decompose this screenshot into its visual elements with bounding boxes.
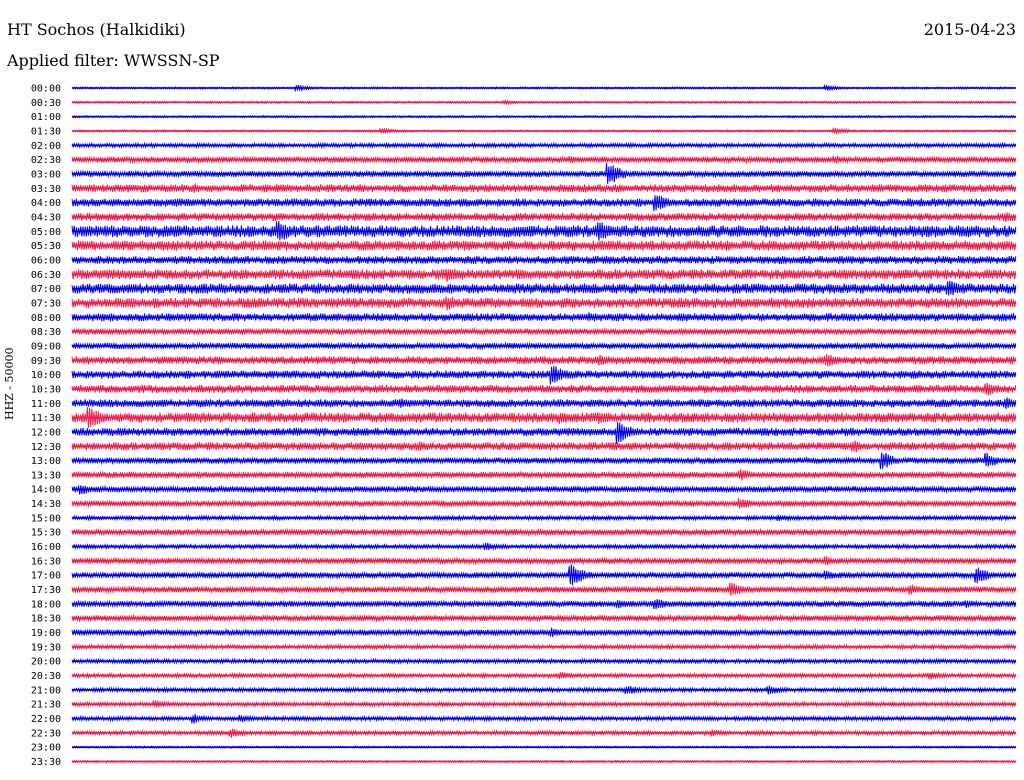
- trace-line: [71, 582, 1017, 597]
- trace-line: [71, 366, 1017, 385]
- time-label: 06:30: [31, 270, 61, 281]
- time-label: 07:00: [31, 284, 61, 295]
- trace-line: [71, 643, 1017, 651]
- time-label: 04:00: [31, 198, 61, 209]
- trace-line: [71, 728, 1017, 738]
- trace-line: [71, 195, 1017, 212]
- time-label: 08:30: [31, 327, 61, 338]
- trace-line: [71, 700, 1017, 709]
- trace-line: [71, 527, 1017, 537]
- time-label: 21:30: [31, 700, 61, 711]
- trace-line: [71, 514, 1017, 523]
- time-label: 05:30: [31, 241, 61, 252]
- trace-line: [71, 613, 1017, 623]
- time-label: 10:00: [31, 370, 61, 381]
- trace-line: [71, 280, 1017, 296]
- time-label: 13:30: [31, 470, 61, 481]
- time-label: 23:30: [31, 757, 61, 768]
- time-label: 14:30: [31, 499, 61, 510]
- trace-line: [71, 312, 1017, 322]
- time-label: 15:00: [31, 513, 61, 524]
- trace-line: [71, 714, 1017, 724]
- trace-line: [71, 440, 1017, 452]
- time-label: 11:00: [31, 399, 61, 410]
- trace-line: [71, 627, 1017, 638]
- trace-line: [71, 452, 1017, 470]
- time-label: 01:00: [31, 112, 61, 123]
- time-label: 09:00: [31, 341, 61, 352]
- time-label: 17:00: [31, 571, 61, 582]
- trace-line: [71, 671, 1017, 680]
- trace-line: [71, 382, 1017, 396]
- time-label: 13:00: [31, 456, 61, 467]
- trace-line: [71, 406, 1017, 429]
- filter-label: Applied filter: WWSSN-SP: [7, 51, 220, 70]
- time-label: 23:00: [31, 743, 61, 754]
- time-label: 11:30: [31, 413, 61, 424]
- time-label: 04:30: [31, 212, 61, 223]
- trace-line: [71, 255, 1017, 265]
- time-label: 15:30: [31, 528, 61, 539]
- time-label: 20:30: [31, 671, 61, 682]
- time-label: 07:30: [31, 298, 61, 309]
- time-label: 22:00: [31, 714, 61, 725]
- trace-line: [71, 183, 1017, 193]
- trace-line: [71, 564, 1017, 586]
- trace-line: [71, 657, 1017, 666]
- trace-line: [71, 220, 1017, 241]
- time-label: 16:30: [31, 556, 61, 567]
- trace-line: [71, 542, 1017, 551]
- trace-line: [71, 163, 1017, 185]
- time-label: 10:30: [31, 384, 61, 395]
- time-label: 12:00: [31, 427, 61, 438]
- trace-line: [71, 685, 1017, 695]
- trace-line: [71, 354, 1017, 367]
- trace-line: [71, 268, 1017, 283]
- time-label: 03:00: [31, 169, 61, 180]
- trace-line: [71, 141, 1017, 150]
- time-label: 14:00: [31, 485, 61, 496]
- trace-line: [71, 341, 1017, 351]
- trace-line: [71, 397, 1017, 409]
- time-label: 16:00: [31, 542, 61, 553]
- time-label: 01:30: [31, 126, 61, 137]
- trace-line: [71, 497, 1017, 509]
- time-label: 22:30: [31, 728, 61, 739]
- trace-line: [71, 155, 1017, 165]
- trace-line: [71, 484, 1017, 495]
- time-label: 00:30: [31, 98, 61, 109]
- time-label: 06:00: [31, 255, 61, 266]
- time-label: 12:30: [31, 442, 61, 453]
- time-label: 19:30: [31, 642, 61, 653]
- time-label: 00:00: [31, 84, 61, 95]
- time-label: 09:30: [31, 356, 61, 367]
- time-label: 02:30: [31, 155, 61, 166]
- trace-line: [71, 469, 1017, 481]
- time-label: 08:00: [31, 313, 61, 324]
- trace-line: [71, 421, 1017, 444]
- trace-line: [71, 327, 1017, 337]
- time-label: 03:30: [31, 184, 61, 195]
- date-label: 2015-04-23: [923, 20, 1016, 39]
- trace-line: [71, 556, 1017, 566]
- time-label: 05:00: [31, 227, 61, 238]
- trace-line: [71, 296, 1017, 311]
- time-label: 18:00: [31, 599, 61, 610]
- trace-line: [71, 212, 1017, 222]
- time-label: 21:00: [31, 685, 61, 696]
- trace-line: [71, 240, 1017, 251]
- time-label: 20:00: [31, 657, 61, 668]
- time-label: 02:00: [31, 141, 61, 152]
- station-title: HT Sochos (Halkidiki): [7, 20, 186, 39]
- time-label: 17:30: [31, 585, 61, 596]
- time-label: 19:00: [31, 628, 61, 639]
- time-label: 18:30: [31, 614, 61, 625]
- trace-line: [71, 598, 1017, 610]
